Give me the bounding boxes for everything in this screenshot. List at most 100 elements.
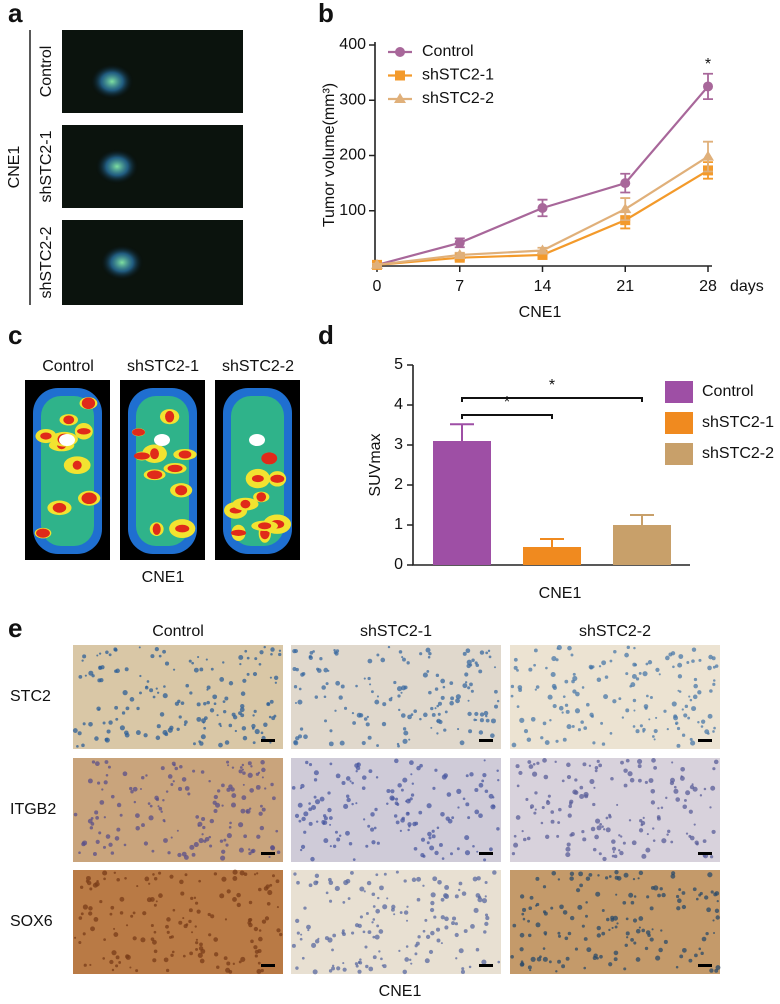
ihc-cell: [598, 852, 602, 856]
ihc-cell: [675, 894, 680, 899]
ihc-cell: [711, 829, 716, 835]
ihc-cell: [440, 915, 445, 920]
ihc-cell: [219, 725, 222, 728]
ihc-cell: [611, 854, 615, 858]
ihc-cell: [402, 727, 407, 731]
bar: [613, 525, 671, 565]
ihc-cell: [483, 930, 487, 934]
ihc-cell: [638, 926, 641, 929]
ihc-cell: [686, 661, 690, 664]
ihc-cell: [298, 819, 302, 823]
ihc-cell: [367, 930, 372, 935]
ihc-cell: [520, 960, 524, 964]
ihc-cell: [526, 737, 532, 742]
ihc-cell: [329, 729, 333, 733]
ihc-cell: [103, 877, 106, 881]
pet-spot: [258, 522, 272, 530]
ihc-cell: [327, 791, 331, 795]
ihc-cell: [143, 841, 149, 846]
ihc-cell: [618, 849, 621, 852]
ihc-cell: [631, 674, 637, 679]
ihc-cell: [129, 697, 135, 702]
ihc-cell: [440, 678, 446, 684]
ihc-cell: [661, 838, 667, 844]
ihc-cell: [139, 691, 142, 695]
ihc-cell: [258, 662, 262, 666]
ihc-cell: [483, 710, 489, 716]
pet-spot: [63, 415, 75, 425]
ihc-cell: [187, 792, 191, 796]
ihc-cell: [231, 766, 235, 769]
ihc-cell: [534, 688, 537, 691]
ihc-cell: [355, 684, 358, 688]
ihc-image: [291, 870, 501, 974]
ihc-cell: [82, 932, 86, 936]
ihc-cell: [667, 829, 671, 834]
ihc-cell: [136, 706, 140, 711]
ihc-cell: [177, 852, 182, 858]
ihc-cell: [263, 886, 269, 891]
ihc-cell: [449, 700, 454, 706]
ihc-cell: [301, 672, 306, 676]
ihc-cell: [373, 826, 377, 830]
ihc-cell: [220, 855, 226, 861]
ihc-cell: [324, 719, 328, 723]
ihc-cell: [429, 845, 435, 851]
ihc-cell: [579, 785, 584, 790]
ihc-cell: [367, 658, 373, 664]
ihc-cell: [565, 956, 570, 961]
ihc-cell: [475, 719, 478, 722]
ihc-cell: [216, 965, 220, 969]
ihc-cell: [652, 827, 655, 830]
ihc-cell: [589, 779, 595, 785]
ihc-cell: [150, 923, 154, 928]
ihc-cell: [609, 659, 613, 663]
ihc-cell: [194, 901, 199, 905]
ihc-cell: [241, 763, 245, 767]
ihc-cell: [203, 839, 207, 843]
ihc-cell: [693, 683, 698, 689]
legend-marker: [395, 70, 405, 81]
ihc-cell: [568, 804, 572, 809]
ihc-cell: [603, 828, 606, 831]
ihc-cell: [250, 765, 253, 768]
ihc-cell: [182, 917, 185, 920]
ihc-cell: [681, 891, 686, 895]
ihc-cell: [312, 650, 315, 653]
ihc-cell: [554, 760, 557, 764]
ihc-cell: [213, 702, 217, 706]
ihc-cell: [436, 718, 441, 724]
ihc-cell: [221, 783, 225, 788]
ihc-cell: [130, 914, 134, 918]
ihc-cell: [192, 769, 196, 773]
ihc-cell: [173, 763, 176, 767]
ihc-cell: [630, 937, 634, 942]
ihc-cell: [261, 919, 267, 924]
ihc-cell: [683, 713, 688, 718]
ihc-cell: [624, 652, 629, 658]
ihc-cell: [432, 876, 438, 882]
ihc-cell: [193, 896, 197, 900]
ihc-cell: [651, 735, 655, 738]
ihc-cell: [543, 911, 548, 916]
ihc-cell: [519, 947, 524, 952]
ihc-cell: [155, 687, 158, 690]
ihc-cell: [260, 760, 265, 765]
ihc-cell: [319, 657, 323, 661]
ihc-cell: [78, 851, 81, 855]
ihc-cell: [81, 659, 84, 662]
y-tick-label: 1: [394, 516, 403, 533]
ihc-cell: [153, 930, 157, 934]
ihc-cell: [163, 685, 166, 688]
ihc-cell: [342, 962, 345, 965]
ihc-cell: [292, 666, 297, 671]
ihc-cell: [177, 699, 181, 704]
ihc-cell: [716, 899, 719, 903]
ihc-cell: [577, 728, 582, 732]
ihc-cell: [467, 711, 472, 717]
ihc-cell: [201, 816, 206, 822]
ihc-cell: [114, 669, 118, 673]
ihc-cell: [246, 656, 250, 660]
ihc-cell: [413, 846, 418, 851]
ihc-cell: [627, 771, 633, 777]
